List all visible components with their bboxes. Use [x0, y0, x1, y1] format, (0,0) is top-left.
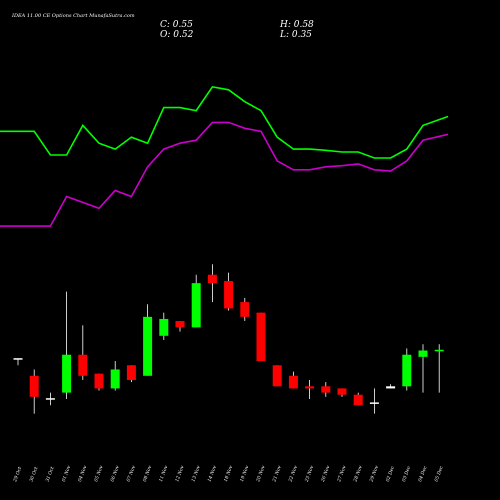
x-tick-label: 20 Nov	[255, 465, 267, 484]
x-tick-label: 29 Nov	[368, 465, 380, 484]
candle-body	[94, 373, 104, 389]
candle-30-oct	[29, 369, 39, 414]
candle-body	[29, 375, 39, 397]
x-tick-label: 28 Nov	[352, 465, 364, 484]
candle-05-nov	[94, 373, 104, 391]
candle-20-nov	[256, 312, 266, 362]
x-tick-label: 02 Dec	[385, 465, 396, 483]
candle-03-dec	[402, 348, 412, 391]
candle-body	[288, 375, 298, 389]
candle-body	[418, 350, 428, 357]
candle-body	[402, 354, 412, 387]
candle-11-nov	[159, 312, 169, 340]
candle-21-nov	[272, 365, 282, 387]
candle-body	[272, 365, 282, 387]
candle-06-nov	[110, 361, 120, 391]
candle-19-nov	[240, 297, 250, 322]
x-axis-ticks: 29 Oct 30 Oct 31 Oct 01 Nov 04 Nov 05 Nov 06 N…	[12, 465, 445, 484]
candle-08-nov	[143, 304, 153, 376]
upper-indicator-line	[0, 86, 449, 159]
candle-29-nov	[369, 388, 379, 414]
candle-body	[110, 369, 120, 389]
candle-14-nov	[207, 264, 217, 303]
candle-body	[321, 386, 331, 393]
x-tick-label: 05 Nov	[93, 465, 104, 483]
candle-01-nov	[62, 291, 72, 399]
candle-05-dec	[434, 344, 444, 393]
candles	[13, 264, 444, 414]
x-tick-label: 08 Nov	[142, 465, 153, 483]
candle-04-dec	[418, 344, 428, 393]
candle-body	[337, 388, 347, 395]
candle-31-oct	[45, 392, 55, 406]
x-tick-label: 04 Nov	[77, 465, 88, 483]
x-tick-label: 05 Dec	[433, 465, 444, 483]
candle-body	[386, 386, 396, 389]
lower-indicator-line	[0, 121, 449, 227]
x-tick-label: 03 Dec	[401, 465, 412, 483]
chart-title: IDEA 11.00 CE Options Chart MunafaSutra.…	[11, 13, 135, 19]
candle-28-nov	[353, 392, 363, 406]
candle-27-nov	[337, 388, 347, 397]
x-tick-label: 18 Nov	[223, 465, 234, 483]
ohlc-high: H: 0.58	[279, 20, 314, 30]
indicator-lines	[0, 86, 449, 227]
x-tick-label: 04 Dec	[417, 465, 428, 483]
x-tick-label: 11 Nov	[158, 465, 169, 483]
candle-body	[45, 398, 55, 400]
ohlc-close: C: 0.55	[160, 20, 193, 30]
candle-body	[256, 312, 266, 362]
candle-body	[143, 316, 153, 376]
candle-26-nov	[321, 382, 331, 397]
candle-04-nov	[78, 325, 88, 380]
x-tick-label: 19 Nov	[239, 465, 250, 483]
x-tick-label: 29 Oct	[12, 466, 23, 484]
candle-body	[305, 386, 315, 389]
candle-body	[224, 281, 234, 309]
candle-body	[126, 365, 136, 380]
candle-13-nov	[191, 274, 201, 328]
x-tick-label: 06 Nov	[109, 465, 120, 483]
candle-body	[62, 354, 72, 393]
x-tick-label: 13 Nov	[190, 465, 201, 483]
candle-body	[159, 318, 169, 336]
candle-body	[240, 302, 250, 317]
candle-07-nov	[126, 365, 136, 383]
candle-22-nov	[288, 371, 298, 389]
x-tick-label: 31 Oct	[45, 466, 56, 483]
x-tick-label: 01 Nov	[61, 465, 72, 483]
x-tick-label: 21 Nov	[271, 465, 283, 484]
candle-body	[369, 402, 379, 404]
candle-body	[434, 349, 444, 352]
x-tick-label: 25 Nov	[303, 465, 315, 484]
candle-18-nov	[224, 272, 234, 311]
ohlc-open: O: 0.52	[160, 30, 194, 40]
candle-body	[207, 274, 217, 284]
x-tick-label: 26 Nov	[320, 465, 332, 484]
x-tick-label: 07 Nov	[126, 465, 137, 483]
candle-body	[78, 354, 88, 376]
candle-12-nov	[175, 321, 185, 332]
x-tick-label: 30 Oct	[28, 466, 39, 483]
x-tick-label: 27 Nov	[336, 465, 348, 484]
ohlc-low: L: 0.35	[279, 30, 312, 40]
x-tick-label: 22 Nov	[287, 465, 299, 484]
candle-02-dec	[386, 384, 396, 389]
x-tick-label: 12 Nov	[174, 465, 185, 483]
x-tick-label: 14 Nov	[207, 465, 218, 483]
candle-body	[353, 394, 363, 406]
candle-29-oct	[13, 358, 23, 366]
candle-body	[13, 358, 23, 360]
candle-body	[175, 321, 185, 328]
candle-body	[191, 283, 201, 328]
candle-25-nov	[305, 380, 315, 399]
